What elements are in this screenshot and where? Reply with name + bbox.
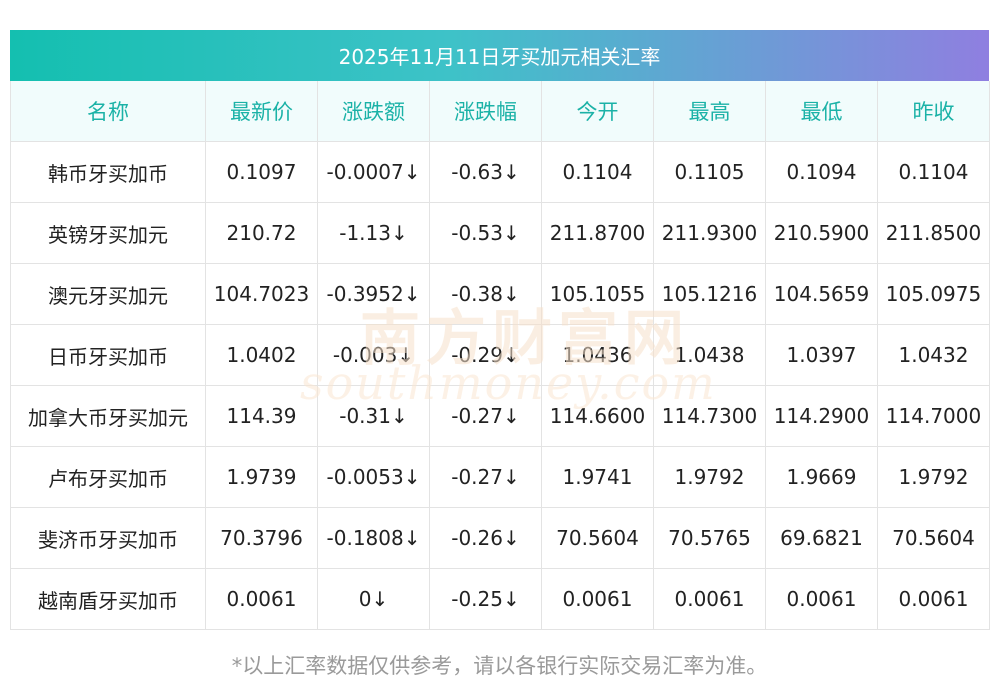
cell-low: 104.5659 bbox=[765, 263, 878, 325]
cell-latest: 0.0061 bbox=[205, 568, 318, 630]
header-prev-close: 昨收 bbox=[877, 81, 990, 142]
cell-name: 越南盾牙买加币 bbox=[10, 568, 206, 630]
cell-prev-close: 0.1104 bbox=[877, 141, 990, 203]
table-row: 澳元牙买加元 104.7023 -0.3952↓ -0.38↓ 105.1055… bbox=[10, 263, 990, 325]
cell-name: 澳元牙买加元 bbox=[10, 263, 206, 325]
cell-low: 69.6821 bbox=[765, 507, 878, 569]
cell-name: 英镑牙买加元 bbox=[10, 202, 206, 264]
exchange-rate-table: 名称 最新价 涨跌额 涨跌幅 今开 最高 最低 昨收 韩币牙买加币 0.1097… bbox=[10, 81, 990, 630]
cell-high: 1.0438 bbox=[653, 324, 766, 386]
cell-change-pct: -0.53↓ bbox=[429, 202, 542, 264]
header-latest: 最新价 bbox=[205, 81, 318, 142]
cell-low: 114.2900 bbox=[765, 385, 878, 447]
cell-name: 日币牙买加币 bbox=[10, 324, 206, 386]
cell-prev-close: 70.5604 bbox=[877, 507, 990, 569]
cell-latest: 1.0402 bbox=[205, 324, 318, 386]
table-row: 英镑牙买加元 210.72 -1.13↓ -0.53↓ 211.8700 211… bbox=[10, 202, 990, 264]
cell-low: 1.9669 bbox=[765, 446, 878, 508]
cell-change-pct: -0.27↓ bbox=[429, 446, 542, 508]
table-title: 2025年11月11日牙买加元相关汇率 bbox=[10, 30, 989, 81]
cell-low: 210.5900 bbox=[765, 202, 878, 264]
cell-high: 114.7300 bbox=[653, 385, 766, 447]
cell-high: 0.1105 bbox=[653, 141, 766, 203]
cell-name: 卢布牙买加币 bbox=[10, 446, 206, 508]
cell-latest: 1.9739 bbox=[205, 446, 318, 508]
cell-prev-close: 105.0975 bbox=[877, 263, 990, 325]
cell-change: -0.3952↓ bbox=[317, 263, 430, 325]
cell-change-pct: -0.25↓ bbox=[429, 568, 542, 630]
cell-high: 105.1216 bbox=[653, 263, 766, 325]
cell-latest: 104.7023 bbox=[205, 263, 318, 325]
cell-open: 1.9741 bbox=[541, 446, 654, 508]
cell-prev-close: 114.7000 bbox=[877, 385, 990, 447]
cell-change: -0.003↓ bbox=[317, 324, 430, 386]
cell-change: -1.13↓ bbox=[317, 202, 430, 264]
disclaimer-footnote: *以上汇率数据仅供参考，请以各银行实际交易汇率为准。 bbox=[231, 654, 768, 678]
table-row: 越南盾牙买加币 0.0061 0↓ -0.25↓ 0.0061 0.0061 0… bbox=[10, 568, 990, 630]
cell-change-pct: -0.27↓ bbox=[429, 385, 542, 447]
cell-open: 0.0061 bbox=[541, 568, 654, 630]
cell-latest: 210.72 bbox=[205, 202, 318, 264]
table-row: 加拿大币牙买加元 114.39 -0.31↓ -0.27↓ 114.6600 1… bbox=[10, 385, 990, 447]
cell-prev-close: 211.8500 bbox=[877, 202, 990, 264]
cell-open: 114.6600 bbox=[541, 385, 654, 447]
cell-change: -0.31↓ bbox=[317, 385, 430, 447]
header-change: 涨跌额 bbox=[317, 81, 430, 142]
header-open: 今开 bbox=[541, 81, 654, 142]
cell-low: 0.1094 bbox=[765, 141, 878, 203]
header-high: 最高 bbox=[653, 81, 766, 142]
table-row: 卢布牙买加币 1.9739 -0.0053↓ -0.27↓ 1.9741 1.9… bbox=[10, 446, 990, 508]
cell-open: 211.8700 bbox=[541, 202, 654, 264]
cell-latest: 70.3796 bbox=[205, 507, 318, 569]
header-row: 名称 最新价 涨跌额 涨跌幅 今开 最高 最低 昨收 bbox=[10, 81, 990, 142]
cell-prev-close: 0.0061 bbox=[877, 568, 990, 630]
cell-name: 斐济币牙买加币 bbox=[10, 507, 206, 569]
cell-high: 1.9792 bbox=[653, 446, 766, 508]
cell-change-pct: -0.63↓ bbox=[429, 141, 542, 203]
cell-latest: 0.1097 bbox=[205, 141, 318, 203]
cell-high: 211.9300 bbox=[653, 202, 766, 264]
cell-change-pct: -0.29↓ bbox=[429, 324, 542, 386]
cell-prev-close: 1.0432 bbox=[877, 324, 990, 386]
cell-change: -0.0007↓ bbox=[317, 141, 430, 203]
cell-open: 1.0436 bbox=[541, 324, 654, 386]
header-name: 名称 bbox=[10, 81, 206, 142]
cell-open: 0.1104 bbox=[541, 141, 654, 203]
cell-latest: 114.39 bbox=[205, 385, 318, 447]
cell-open: 70.5604 bbox=[541, 507, 654, 569]
header-low: 最低 bbox=[765, 81, 878, 142]
table-row: 日币牙买加币 1.0402 -0.003↓ -0.29↓ 1.0436 1.04… bbox=[10, 324, 990, 386]
cell-change: -0.0053↓ bbox=[317, 446, 430, 508]
cell-change-pct: -0.38↓ bbox=[429, 263, 542, 325]
cell-high: 0.0061 bbox=[653, 568, 766, 630]
table-row: 斐济币牙买加币 70.3796 -0.1808↓ -0.26↓ 70.5604 … bbox=[10, 507, 990, 569]
table-row: 韩币牙买加币 0.1097 -0.0007↓ -0.63↓ 0.1104 0.1… bbox=[10, 141, 990, 203]
cell-change: 0↓ bbox=[317, 568, 430, 630]
cell-low: 0.0061 bbox=[765, 568, 878, 630]
cell-change-pct: -0.26↓ bbox=[429, 507, 542, 569]
header-change-pct: 涨跌幅 bbox=[429, 81, 542, 142]
cell-prev-close: 1.9792 bbox=[877, 446, 990, 508]
cell-high: 70.5765 bbox=[653, 507, 766, 569]
cell-change: -0.1808↓ bbox=[317, 507, 430, 569]
cell-name: 加拿大币牙买加元 bbox=[10, 385, 206, 447]
cell-name: 韩币牙买加币 bbox=[10, 141, 206, 203]
cell-open: 105.1055 bbox=[541, 263, 654, 325]
cell-low: 1.0397 bbox=[765, 324, 878, 386]
